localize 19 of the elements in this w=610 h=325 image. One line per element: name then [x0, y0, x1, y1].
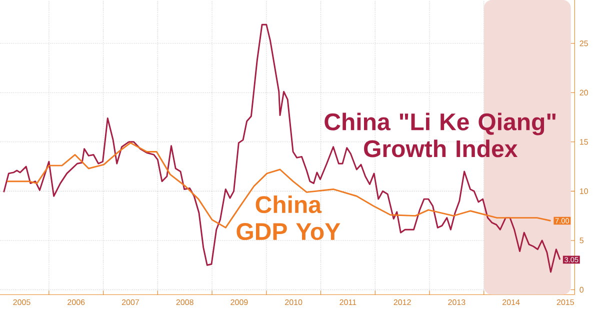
y-tick-label: 0	[580, 286, 584, 293]
x-tick-label: 2011	[340, 299, 356, 306]
y-tick-label: 10	[580, 188, 588, 194]
series-label: China "Li Ke Qiang" Growth Index	[324, 112, 556, 158]
x-tick-label: 2015	[556, 299, 574, 306]
x-tick-label: 2008	[176, 299, 194, 306]
y-tick-label: 25	[580, 40, 588, 46]
y-tick-label: 20	[580, 90, 588, 96]
series-label: China GDP YoY	[236, 196, 340, 240]
x-tick-label: 2010	[285, 299, 302, 306]
y-tick-label: 15	[580, 139, 588, 145]
x-tick-label: 2013	[448, 299, 466, 306]
x-tick-label: 2007	[122, 299, 139, 306]
x-tick-label: 2012	[394, 299, 411, 306]
x-tick-label: 2005	[13, 299, 30, 306]
x-tick-label: 2009	[230, 299, 248, 306]
y-tick-label: 5	[580, 238, 584, 244]
x-tick-label: 2014	[502, 299, 520, 306]
x-tick-label: 2006	[68, 299, 85, 306]
